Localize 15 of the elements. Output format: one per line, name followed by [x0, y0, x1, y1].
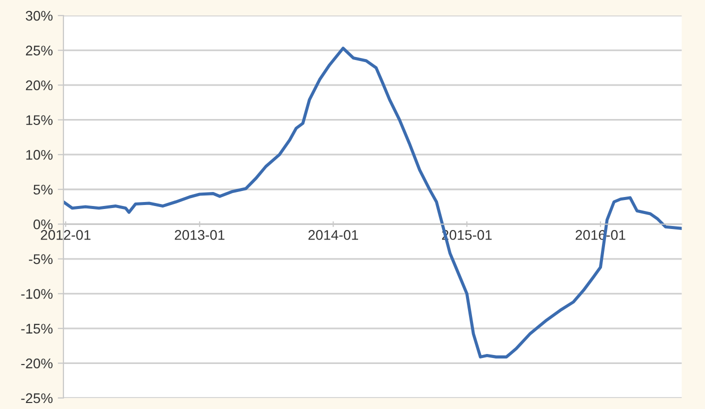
x-tick-label: 2012-01 — [40, 230, 90, 240]
y-tick-label: 20% — [26, 80, 53, 90]
y-tick-label: -15% — [21, 324, 53, 334]
y-tick-label: 0% — [34, 219, 53, 230]
y-tick-label: -10% — [21, 288, 53, 299]
y-tick-label: -5% — [28, 254, 53, 264]
y-tick-label: 5% — [34, 184, 53, 195]
y-tick-label: 30% — [26, 10, 53, 21]
y-tick-label: -25% — [21, 393, 53, 404]
x-tick-label: 2013-01 — [174, 230, 224, 240]
y-tick-label: 25% — [26, 46, 53, 56]
x-tick-label: 2014-01 — [308, 230, 358, 240]
y-tick-label: -20% — [21, 358, 53, 368]
y-tick-label: 10% — [26, 150, 53, 160]
y-tick-label: 15% — [26, 115, 53, 126]
